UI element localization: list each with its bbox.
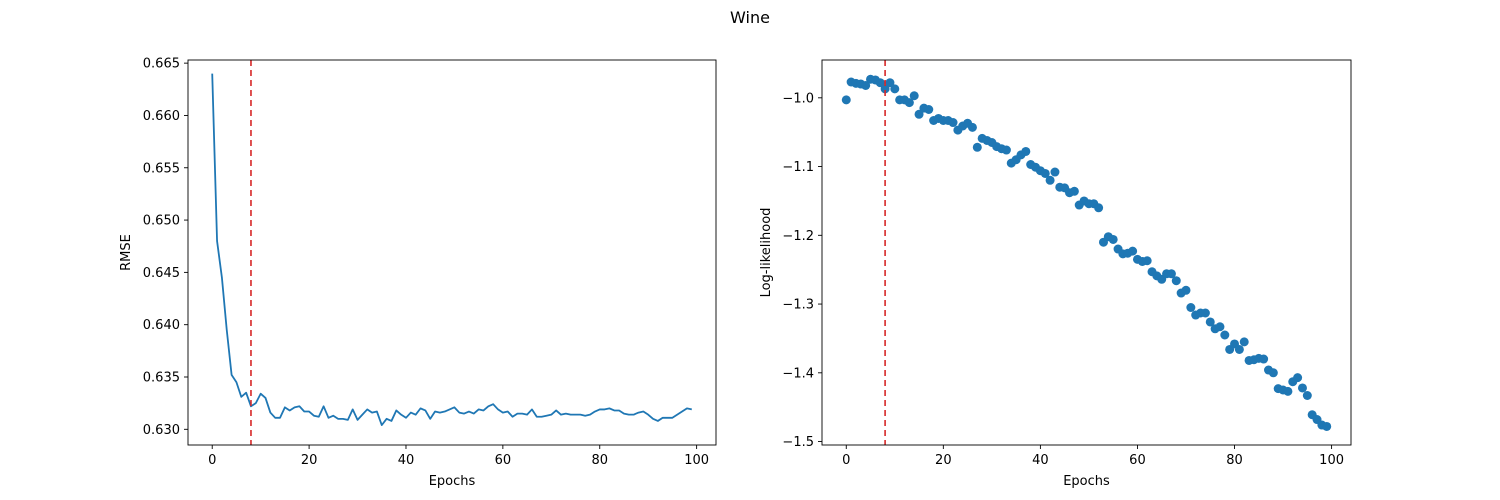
rmse-axes-frame (187, 59, 717, 446)
loglik-data-point (1297, 383, 1307, 393)
loglik-data-point (1186, 303, 1196, 312)
loglik-data-point (1021, 146, 1031, 156)
loglik-data-point (1166, 269, 1176, 279)
loglik-data-point (1293, 373, 1303, 383)
loglik-x-axis-label: Epochs (1063, 474, 1110, 489)
loglik-data-point (1283, 386, 1293, 396)
rmse-chart: 0 20 40 60 80 100 0.630 0.635 0.640 0.645 0.650 0.6… (119, 57, 717, 489)
loglik-data-point (1259, 354, 1269, 364)
loglik-y-tick-label: −1.3 (782, 298, 814, 313)
loglik-data-point (890, 84, 900, 94)
loglik-data-point (909, 91, 919, 101)
loglik-data-point (904, 98, 914, 108)
loglik-y-axis-label: Log-likelihood (759, 208, 774, 298)
loglik-data-point (924, 105, 934, 114)
loglik-data-point (1069, 186, 1079, 196)
loglik-y-tick-label: −1.2 (782, 229, 814, 244)
log-likelihood-chart: 0 20 40 60 80 100 −1.0 −1.1 −1.2 −1.3 −1.4 −1.5 Epoc… (759, 59, 1352, 489)
figure-title: Wine (730, 8, 770, 27)
loglik-x-tick-label: 0 (842, 453, 850, 468)
loglik-data-point (948, 118, 958, 128)
loglik-y-tick-label: −1.0 (782, 91, 814, 106)
loglik-y-tick-label: −1.1 (782, 160, 814, 175)
rmse-x-axis-label: Epochs (429, 474, 476, 489)
loglik-data-point (1322, 421, 1332, 431)
loglik-data-point (1040, 168, 1050, 178)
loglik-data-point (1094, 203, 1104, 213)
rmse-y-axis-label: RMSE (119, 234, 134, 271)
rmse-x-tick-label: 20 (301, 453, 318, 468)
loglik-x-tick-label: 60 (1129, 453, 1146, 468)
loglik-data-point (1220, 330, 1230, 340)
rmse-y-tick-label: 0.635 (143, 370, 180, 385)
loglik-y-tick-label: −1.5 (782, 435, 814, 450)
loglik-y-tick-label: −1.4 (782, 366, 814, 381)
loglik-data-point (880, 84, 890, 94)
rmse-y-tick-label: 0.655 (143, 161, 180, 176)
rmse-x-tick-label: 100 (684, 453, 709, 468)
loglik-data-point (1050, 167, 1060, 177)
loglik-data-point (1045, 175, 1055, 185)
loglik-data-point (1001, 145, 1011, 155)
loglik-data-point (1108, 234, 1118, 244)
loglik-data-point (875, 78, 885, 88)
loglik-data-point (1302, 391, 1312, 400)
loglik-data-point (1234, 344, 1244, 354)
loglik-data-point (914, 109, 924, 119)
rmse-y-tick-label: 0.650 (143, 214, 180, 229)
rmse-y-tick-label: 0.660 (143, 109, 180, 124)
rmse-y-tick-label: 0.630 (143, 423, 180, 438)
loglik-data-point (972, 142, 982, 152)
rmse-y-tick-label: 0.640 (143, 318, 180, 333)
loglik-data-point (841, 95, 851, 105)
loglik-data-point (861, 80, 871, 90)
loglik-data-point (1215, 322, 1225, 332)
loglik-data-point (1200, 308, 1210, 318)
rmse-x-tick-label: 80 (591, 453, 608, 468)
loglik-data-point (1142, 256, 1152, 266)
rmse-series-line (211, 73, 692, 427)
rmse-x-tick-label: 40 (398, 453, 415, 468)
loglik-data-point (1128, 246, 1138, 256)
loglik-x-tick-label: 100 (1319, 453, 1344, 468)
rmse-x-tick-label: 0 (208, 453, 216, 468)
loglik-x-tick-label: 80 (1226, 453, 1243, 468)
loglik-data-point (1181, 285, 1191, 295)
rmse-y-tick-label: 0.665 (143, 57, 180, 72)
rmse-x-tick-label: 60 (495, 453, 512, 468)
loglik-axes-frame (821, 59, 1352, 446)
loglik-data-point (1239, 337, 1249, 347)
loglik-data-point (1205, 317, 1215, 327)
loglik-data-point (967, 122, 977, 132)
loglik-data-point (885, 78, 895, 88)
loglik-x-tick-label: 40 (1032, 453, 1049, 468)
rmse-y-tick-label: 0.645 (143, 266, 180, 281)
loglik-x-tick-label: 20 (935, 453, 952, 468)
loglik-data-point (1268, 368, 1278, 378)
loglik-data-point (1171, 276, 1181, 286)
